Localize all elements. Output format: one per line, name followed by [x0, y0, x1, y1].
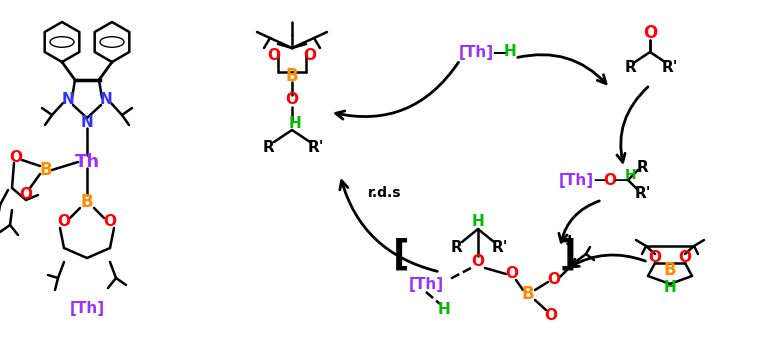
Text: ]: ]	[560, 238, 577, 272]
Text: [: [	[393, 238, 410, 272]
Text: O: O	[548, 272, 561, 288]
Text: O: O	[286, 93, 299, 107]
Text: R': R'	[635, 186, 651, 200]
Text: ‡: ‡	[566, 235, 574, 249]
Text: —: —	[613, 173, 627, 187]
Text: N: N	[61, 93, 74, 107]
Text: R': R'	[308, 141, 324, 155]
Text: R: R	[450, 241, 462, 256]
Text: N: N	[80, 115, 93, 129]
Text: H: H	[289, 117, 301, 131]
Text: H: H	[437, 303, 450, 317]
Text: O: O	[303, 48, 316, 63]
Text: O: O	[267, 48, 280, 63]
Text: O: O	[57, 215, 70, 230]
Text: O: O	[506, 266, 519, 282]
Text: O: O	[649, 250, 662, 266]
Text: O: O	[9, 150, 22, 166]
Text: r.d.s: r.d.s	[368, 186, 401, 200]
Text: O: O	[472, 255, 485, 269]
Text: R: R	[624, 61, 636, 75]
Text: H: H	[663, 281, 676, 295]
Text: B: B	[286, 67, 298, 85]
Text: H: H	[625, 168, 637, 182]
Text: O: O	[604, 172, 617, 188]
Text: O: O	[19, 187, 32, 201]
Text: [Th]: [Th]	[458, 45, 493, 59]
Text: —: —	[493, 45, 508, 59]
Text: N: N	[100, 93, 113, 107]
Text: B: B	[40, 161, 52, 179]
Text: B: B	[663, 261, 676, 279]
Text: O: O	[679, 250, 692, 266]
Text: —: —	[593, 173, 607, 187]
Text: O: O	[545, 309, 558, 323]
Text: B: B	[80, 193, 93, 211]
Text: R': R'	[492, 241, 509, 256]
Text: Th: Th	[74, 153, 100, 171]
Text: R': R'	[662, 61, 678, 75]
Text: [Th]: [Th]	[558, 172, 594, 188]
Text: [Th]: [Th]	[70, 300, 105, 315]
Text: O: O	[103, 215, 116, 230]
Text: [Th]: [Th]	[408, 276, 444, 291]
Text: R: R	[262, 141, 274, 155]
Text: R: R	[637, 160, 649, 174]
Text: H: H	[503, 45, 516, 59]
Text: H: H	[472, 215, 484, 230]
Text: B: B	[522, 285, 535, 303]
Text: O: O	[643, 24, 657, 42]
